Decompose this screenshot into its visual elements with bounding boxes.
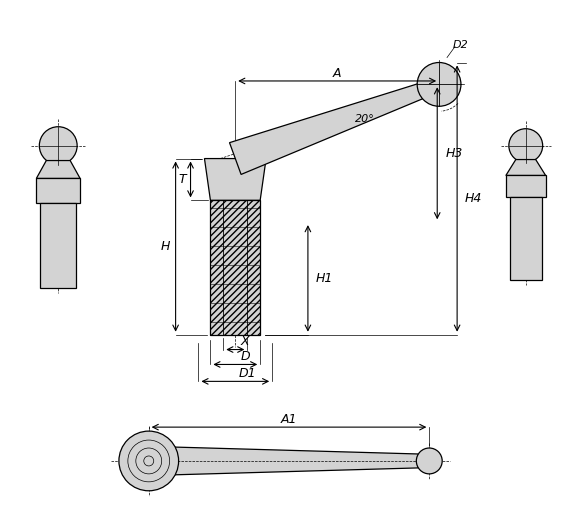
Circle shape bbox=[416, 448, 442, 474]
Text: A: A bbox=[333, 67, 342, 79]
Polygon shape bbox=[173, 447, 418, 475]
Bar bbox=[510, 197, 542, 280]
Polygon shape bbox=[204, 159, 266, 201]
Bar bbox=[211, 201, 260, 334]
Text: H: H bbox=[161, 240, 171, 253]
Bar bbox=[506, 175, 546, 197]
Polygon shape bbox=[229, 78, 441, 174]
Polygon shape bbox=[36, 161, 80, 179]
Bar bbox=[36, 178, 80, 203]
Text: H1: H1 bbox=[316, 272, 333, 285]
Text: H3: H3 bbox=[445, 147, 463, 160]
Circle shape bbox=[417, 62, 461, 106]
Text: H4: H4 bbox=[465, 192, 482, 205]
Circle shape bbox=[119, 431, 179, 491]
Text: D: D bbox=[240, 350, 250, 363]
Text: 20°: 20° bbox=[354, 114, 374, 124]
Bar bbox=[211, 201, 260, 334]
Text: X: X bbox=[241, 335, 250, 348]
Text: D2: D2 bbox=[453, 39, 469, 49]
Circle shape bbox=[509, 129, 542, 163]
Bar bbox=[40, 203, 76, 288]
Text: D1: D1 bbox=[239, 367, 256, 380]
Text: T: T bbox=[179, 173, 186, 186]
Polygon shape bbox=[506, 160, 546, 175]
Circle shape bbox=[40, 127, 77, 164]
Text: A1: A1 bbox=[281, 413, 297, 426]
